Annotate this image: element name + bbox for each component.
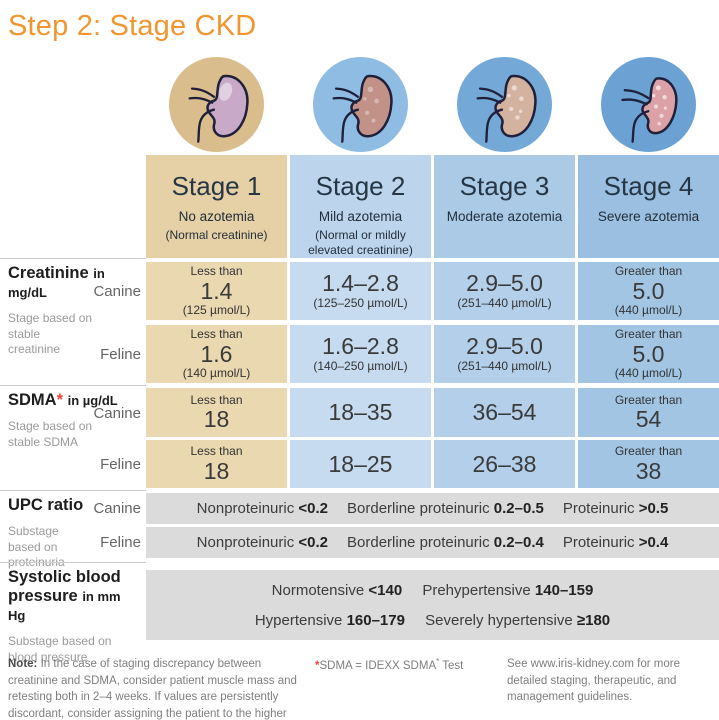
upc-canine-label: Canine [93,500,141,517]
sdma-canine-stage2-cell: 18–35 [290,388,431,437]
sdma-feline-stage1-cell: Less than 18 [146,440,287,488]
sdma-canine-row: Less than 18 18–35 36–54 Greater than 54 [146,388,719,437]
creatinine-feline-stage2-cell: 1.6–2.8 (140–250 µmol/L) [290,325,431,383]
sdma-label-column: SDMA* in µg/dL Stage based on stable SDM… [0,385,146,490]
page-title: Step 2: Stage CKD [8,10,257,42]
upc-title: UPC ratio [8,496,84,514]
creatinine-canine-label: Canine [93,283,141,300]
sdma-asterisk: * [56,391,64,409]
creatinine-label-column: Creatinine in mg/dL Stage based on stabl… [0,258,146,385]
kidney-stage-4-icon [601,57,696,152]
creatinine-section: Creatinine in mg/dL Stage based on stabl… [0,258,719,385]
bp-basis: Substage based on blood pressure [8,633,112,664]
bp-section: Systolic blood pressure in mm Hg Substag… [0,562,719,664]
sdma-canine-stage1-cell: Less than 18 [146,388,287,437]
bp-label-column: Systolic blood pressure in mm Hg Substag… [0,562,146,664]
upc-feline-row: Nonproteinuric <0.2 Borderline proteinur… [146,527,719,558]
creatinine-title: Creatinine [8,264,89,282]
kidney-stage-2-icon [313,57,408,152]
creatinine-basis: Stage based on stable creatinine [8,310,93,357]
stage-1-header: Stage 1 No azotemia (Normal creatinine) [146,155,287,258]
upc-basis: Substage based on proteinuria [8,523,65,570]
creatinine-feline-stage4-cell: Greater than 5.0 (440 µmol/L) [578,325,719,383]
stage-3-header: Stage 3 Moderate azotemia [434,155,575,258]
sdma-canine-stage4-cell: Greater than 54 [578,388,719,437]
sdma-feline-stage2-cell: 18–25 [290,440,431,488]
stage-header-row: Stage 1 No azotemia (Normal creatinine) … [146,155,719,258]
upc-canine-row: Nonproteinuric <0.2 Borderline proteinur… [146,493,719,524]
sdma-feline-stage4-cell: Greater than 38 [578,440,719,488]
upc-section: UPC ratio Substage based on proteinuria … [0,490,719,569]
creatinine-canine-row: Less than 1.4 (125 µmol/L) 1.4–2.8 (125–… [146,262,719,320]
sdma-basis: Stage based on stable SDMA [8,418,93,449]
bp-title: Systolic blood pressure [8,568,121,605]
kidney-circles-row [146,57,719,152]
upc-label-column: UPC ratio Substage based on proteinuria … [0,490,146,569]
creatinine-canine-stage4-cell: Greater than 5.0 (440 µmol/L) [578,262,719,320]
kidney-stage-3-icon [457,57,552,152]
stage-2-header: Stage 2 Mild azotemia (Normal or mildly … [290,155,431,258]
creatinine-canine-stage3-cell: 2.9–5.0 (251–440 µmol/L) [434,262,575,320]
staging-discrepancy-note: Note: In the case of staging discrepancy… [8,658,297,720]
sdma-canine-label: Canine [93,405,141,422]
creatinine-canine-stage1-cell: Less than 1.4 (125 µmol/L) [146,262,287,320]
creatinine-canine-stage2-cell: 1.4–2.8 (125–250 µmol/L) [290,262,431,320]
creatinine-feline-label: Feline [100,346,141,363]
sdma-canine-stage3-cell: 36–54 [434,388,575,437]
bp-unit: in mm Hg [8,588,121,623]
creatinine-feline-stage1-cell: Less than 1.6 (140 µmol/L) [146,325,287,383]
sdma-section: SDMA* in µg/dL Stage based on stable SDM… [0,385,719,490]
iris-kidney-note: See www.iris-kidney.com for more detaile… [507,658,680,704]
sdma-feline-label: Feline [100,456,141,473]
creatinine-feline-stage3-cell: 2.9–5.0 (251–440 µmol/L) [434,325,575,383]
creatinine-unit: in mg/dL [8,266,105,300]
kidney-stage-1-icon [169,57,264,152]
sdma-footnote: *SDMA = IDEXX SDMA* Test [315,657,464,672]
stage-4-header: Stage 4 Severe azotemia [578,155,719,258]
bp-cell: Normotensive <140 Prehypertensive 140–15… [146,570,719,640]
sdma-feline-row: Less than 18 18–25 26–38 Greater than 38 [146,440,719,488]
sdma-feline-stage3-cell: 26–38 [434,440,575,488]
sdma-title: SDMA [8,391,57,409]
sdma-unit: in µg/dL [67,393,118,408]
upc-feline-label: Feline [100,534,141,551]
creatinine-feline-row: Less than 1.6 (140 µmol/L) 1.6–2.8 (140–… [146,325,719,383]
